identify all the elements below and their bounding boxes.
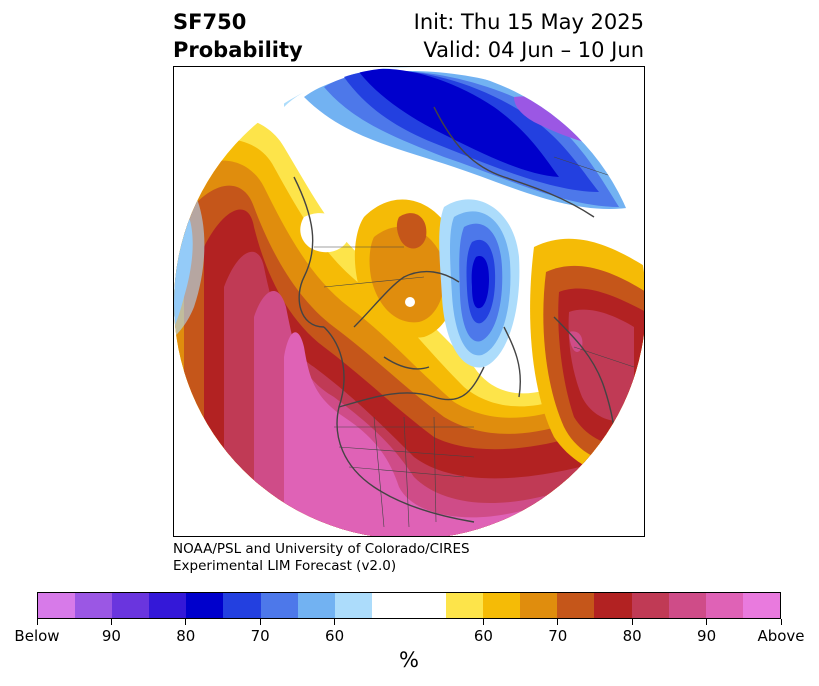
colorbar-tick bbox=[334, 619, 336, 625]
colorbar-segment bbox=[371, 593, 409, 618]
map-title-line2: Probability bbox=[173, 38, 303, 62]
colorbar-segment bbox=[520, 593, 558, 618]
colorbar-segment bbox=[260, 593, 298, 618]
colorbar-segment bbox=[631, 593, 669, 618]
colorbar-tick-label: Below bbox=[14, 627, 60, 645]
colorbar-tick-label: 90 bbox=[101, 627, 121, 645]
colorbar-segment bbox=[594, 593, 632, 618]
colorbar-segment bbox=[223, 593, 261, 618]
colorbar-segment bbox=[557, 593, 595, 618]
colorbar-tick bbox=[110, 619, 112, 625]
colorbar-segment bbox=[742, 593, 780, 618]
colorbar bbox=[37, 592, 781, 619]
colorbar-tick-label: 70 bbox=[548, 627, 568, 645]
colorbar-segment bbox=[75, 593, 113, 618]
probability-field bbox=[174, 67, 644, 536]
colorbar-segment bbox=[483, 593, 521, 618]
colorbar-tick-label: 70 bbox=[250, 627, 270, 645]
map-panel bbox=[173, 66, 645, 537]
forecast-dates: Init: Thu 15 May 2025 Valid: 04 Jun – 10… bbox=[414, 8, 644, 64]
colorbar-tick bbox=[706, 619, 708, 625]
colorbar-tick-label: 80 bbox=[176, 627, 196, 645]
colorbar-segment bbox=[149, 593, 187, 618]
map-title: SF750 Probability bbox=[173, 8, 303, 64]
borders bbox=[314, 126, 635, 528]
colorbar-tick-label: 60 bbox=[325, 627, 345, 645]
credit-text: NOAA/PSL and University of Colorado/CIRE… bbox=[173, 541, 470, 575]
colorbar-unit: % bbox=[399, 648, 419, 672]
colorbar-tick bbox=[482, 619, 484, 625]
credit-line1: NOAA/PSL and University of Colorado/CIRE… bbox=[173, 541, 470, 557]
colorbar-tick-label: 90 bbox=[697, 627, 717, 645]
credit-line2: Experimental LIM Forecast (v2.0) bbox=[173, 558, 397, 574]
valid-range: Valid: 04 Jun – 10 Jun bbox=[423, 38, 644, 62]
colorbar-tick bbox=[631, 619, 633, 625]
colorbar-segment bbox=[112, 593, 150, 618]
polar-map bbox=[174, 67, 644, 536]
colorbar-tick bbox=[36, 619, 38, 625]
colorbar-tick-label: 80 bbox=[622, 627, 642, 645]
colorbar-tick bbox=[185, 619, 187, 625]
colorbar-tick bbox=[259, 619, 261, 625]
colorbar-segment bbox=[446, 593, 484, 618]
colorbar-tick-label: 60 bbox=[473, 627, 493, 645]
colorbar-segment bbox=[668, 593, 706, 618]
colorbar-segment bbox=[705, 593, 743, 618]
map-title-line1: SF750 bbox=[173, 10, 247, 34]
colorbar-tick-label: Above bbox=[757, 627, 805, 645]
colorbar-tick bbox=[780, 619, 782, 625]
init-date: Init: Thu 15 May 2025 bbox=[413, 10, 644, 34]
colorbar-tick bbox=[557, 619, 559, 625]
colorbar-segment bbox=[334, 593, 372, 618]
colorbar-segment bbox=[408, 593, 447, 618]
colorbar-segment bbox=[186, 593, 224, 618]
colorbar-segment bbox=[38, 593, 76, 618]
colorbar-segment bbox=[297, 593, 335, 618]
